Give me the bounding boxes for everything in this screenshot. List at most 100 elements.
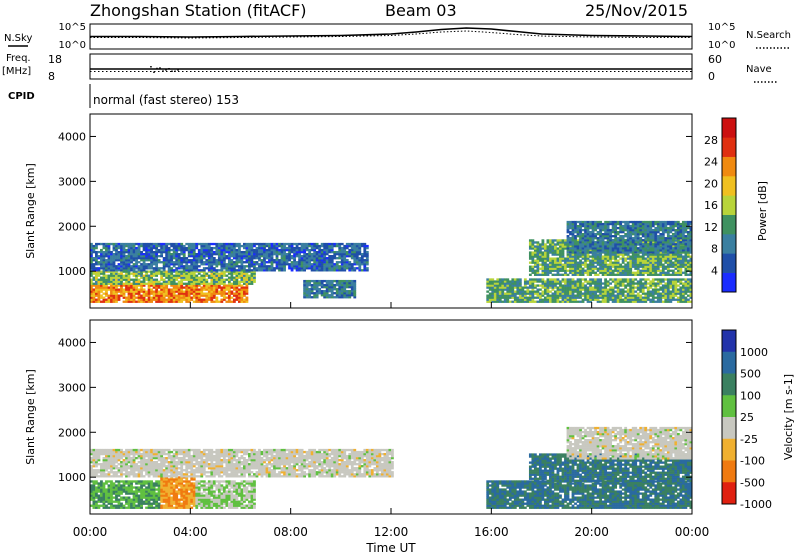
power-cell bbox=[328, 255, 332, 258]
power-cell bbox=[205, 272, 209, 275]
power-cell bbox=[330, 263, 334, 266]
power-cell bbox=[674, 243, 678, 246]
power-cell bbox=[323, 261, 327, 264]
power-cell bbox=[132, 274, 136, 277]
power-cell bbox=[95, 282, 98, 285]
power-cell bbox=[591, 224, 595, 228]
power-cell bbox=[140, 280, 143, 283]
power-cell bbox=[110, 263, 113, 266]
power-cell bbox=[348, 250, 352, 254]
power-cell bbox=[273, 250, 276, 254]
power-cell bbox=[275, 248, 279, 252]
power-cell bbox=[671, 257, 675, 260]
power-cell bbox=[661, 269, 665, 272]
power-cell bbox=[596, 284, 600, 287]
power-cell bbox=[170, 290, 174, 293]
power-cell bbox=[579, 278, 582, 281]
power-cell bbox=[335, 244, 339, 248]
power-cell bbox=[202, 300, 206, 303]
power-cell bbox=[323, 296, 327, 299]
power-cell bbox=[486, 294, 490, 297]
power-cell bbox=[594, 271, 597, 274]
power-cell bbox=[125, 270, 128, 273]
power-cell bbox=[240, 255, 244, 258]
power-cell bbox=[235, 280, 239, 283]
power-cell bbox=[599, 288, 602, 291]
power-cell bbox=[579, 265, 582, 268]
power-cell bbox=[212, 257, 216, 260]
power-cell bbox=[659, 294, 663, 297]
power-cell bbox=[644, 237, 648, 240]
power-cell bbox=[155, 284, 159, 287]
power-cell bbox=[348, 244, 352, 248]
power-cell bbox=[305, 255, 309, 258]
power-cell bbox=[132, 250, 136, 254]
power-cell bbox=[498, 282, 502, 285]
power-cell bbox=[167, 296, 171, 299]
power-cell bbox=[320, 255, 324, 258]
power-cell bbox=[237, 280, 241, 283]
power-cell bbox=[584, 280, 587, 283]
power-cell bbox=[313, 288, 317, 291]
power-cell bbox=[666, 257, 670, 260]
power-cell bbox=[599, 233, 602, 236]
power-cell bbox=[569, 245, 572, 248]
power-cell bbox=[268, 257, 271, 260]
power-cell bbox=[671, 243, 675, 246]
power-cell bbox=[636, 228, 640, 232]
power-cell bbox=[506, 294, 510, 297]
power-cell bbox=[686, 259, 690, 262]
power-cell bbox=[172, 261, 176, 264]
power-cell bbox=[566, 220, 570, 224]
power-cell bbox=[232, 278, 236, 281]
power-cell bbox=[165, 290, 169, 293]
power-cell bbox=[225, 288, 229, 291]
power-cell bbox=[185, 257, 189, 260]
power-cell bbox=[576, 233, 580, 236]
power-cell bbox=[232, 284, 236, 287]
power-cell bbox=[288, 250, 291, 254]
power-cell bbox=[237, 261, 241, 264]
power-cell bbox=[308, 248, 312, 252]
power-cell bbox=[150, 250, 154, 254]
power-cell bbox=[621, 294, 625, 297]
power-cell bbox=[491, 294, 495, 297]
power-cell bbox=[205, 248, 209, 252]
power-cell bbox=[656, 222, 660, 226]
power-cell bbox=[185, 300, 189, 303]
power-cell bbox=[182, 244, 186, 248]
power-cell bbox=[594, 235, 597, 238]
power-cell bbox=[157, 261, 161, 264]
power-cell bbox=[248, 265, 251, 268]
power-cell bbox=[190, 267, 194, 270]
power-cell bbox=[127, 290, 131, 293]
power-cell bbox=[340, 242, 344, 246]
power-cell bbox=[544, 284, 547, 287]
power-cell bbox=[142, 282, 146, 285]
power-cell bbox=[100, 257, 103, 260]
power-cell bbox=[586, 294, 590, 297]
power-cell bbox=[187, 284, 191, 287]
power-cell bbox=[566, 273, 570, 276]
power-cell bbox=[222, 270, 226, 273]
power-cell bbox=[215, 265, 219, 268]
power-cell bbox=[536, 251, 540, 254]
power-cell bbox=[551, 251, 555, 254]
power-cell bbox=[639, 298, 643, 301]
power-cell bbox=[147, 290, 151, 293]
power-cell bbox=[574, 245, 577, 248]
power-cell bbox=[544, 257, 547, 260]
power-cell bbox=[664, 253, 668, 256]
power-cell bbox=[305, 267, 309, 270]
power-cell bbox=[516, 278, 520, 281]
power-cell bbox=[679, 255, 683, 258]
power-cell bbox=[155, 259, 159, 262]
power-cell bbox=[182, 267, 186, 270]
power-cell bbox=[250, 255, 254, 258]
power-cell bbox=[546, 245, 550, 248]
power-cell bbox=[215, 274, 219, 277]
power-cell bbox=[651, 269, 655, 272]
power-cell bbox=[212, 294, 216, 297]
power-cell bbox=[569, 233, 572, 236]
power-cell bbox=[117, 288, 121, 291]
